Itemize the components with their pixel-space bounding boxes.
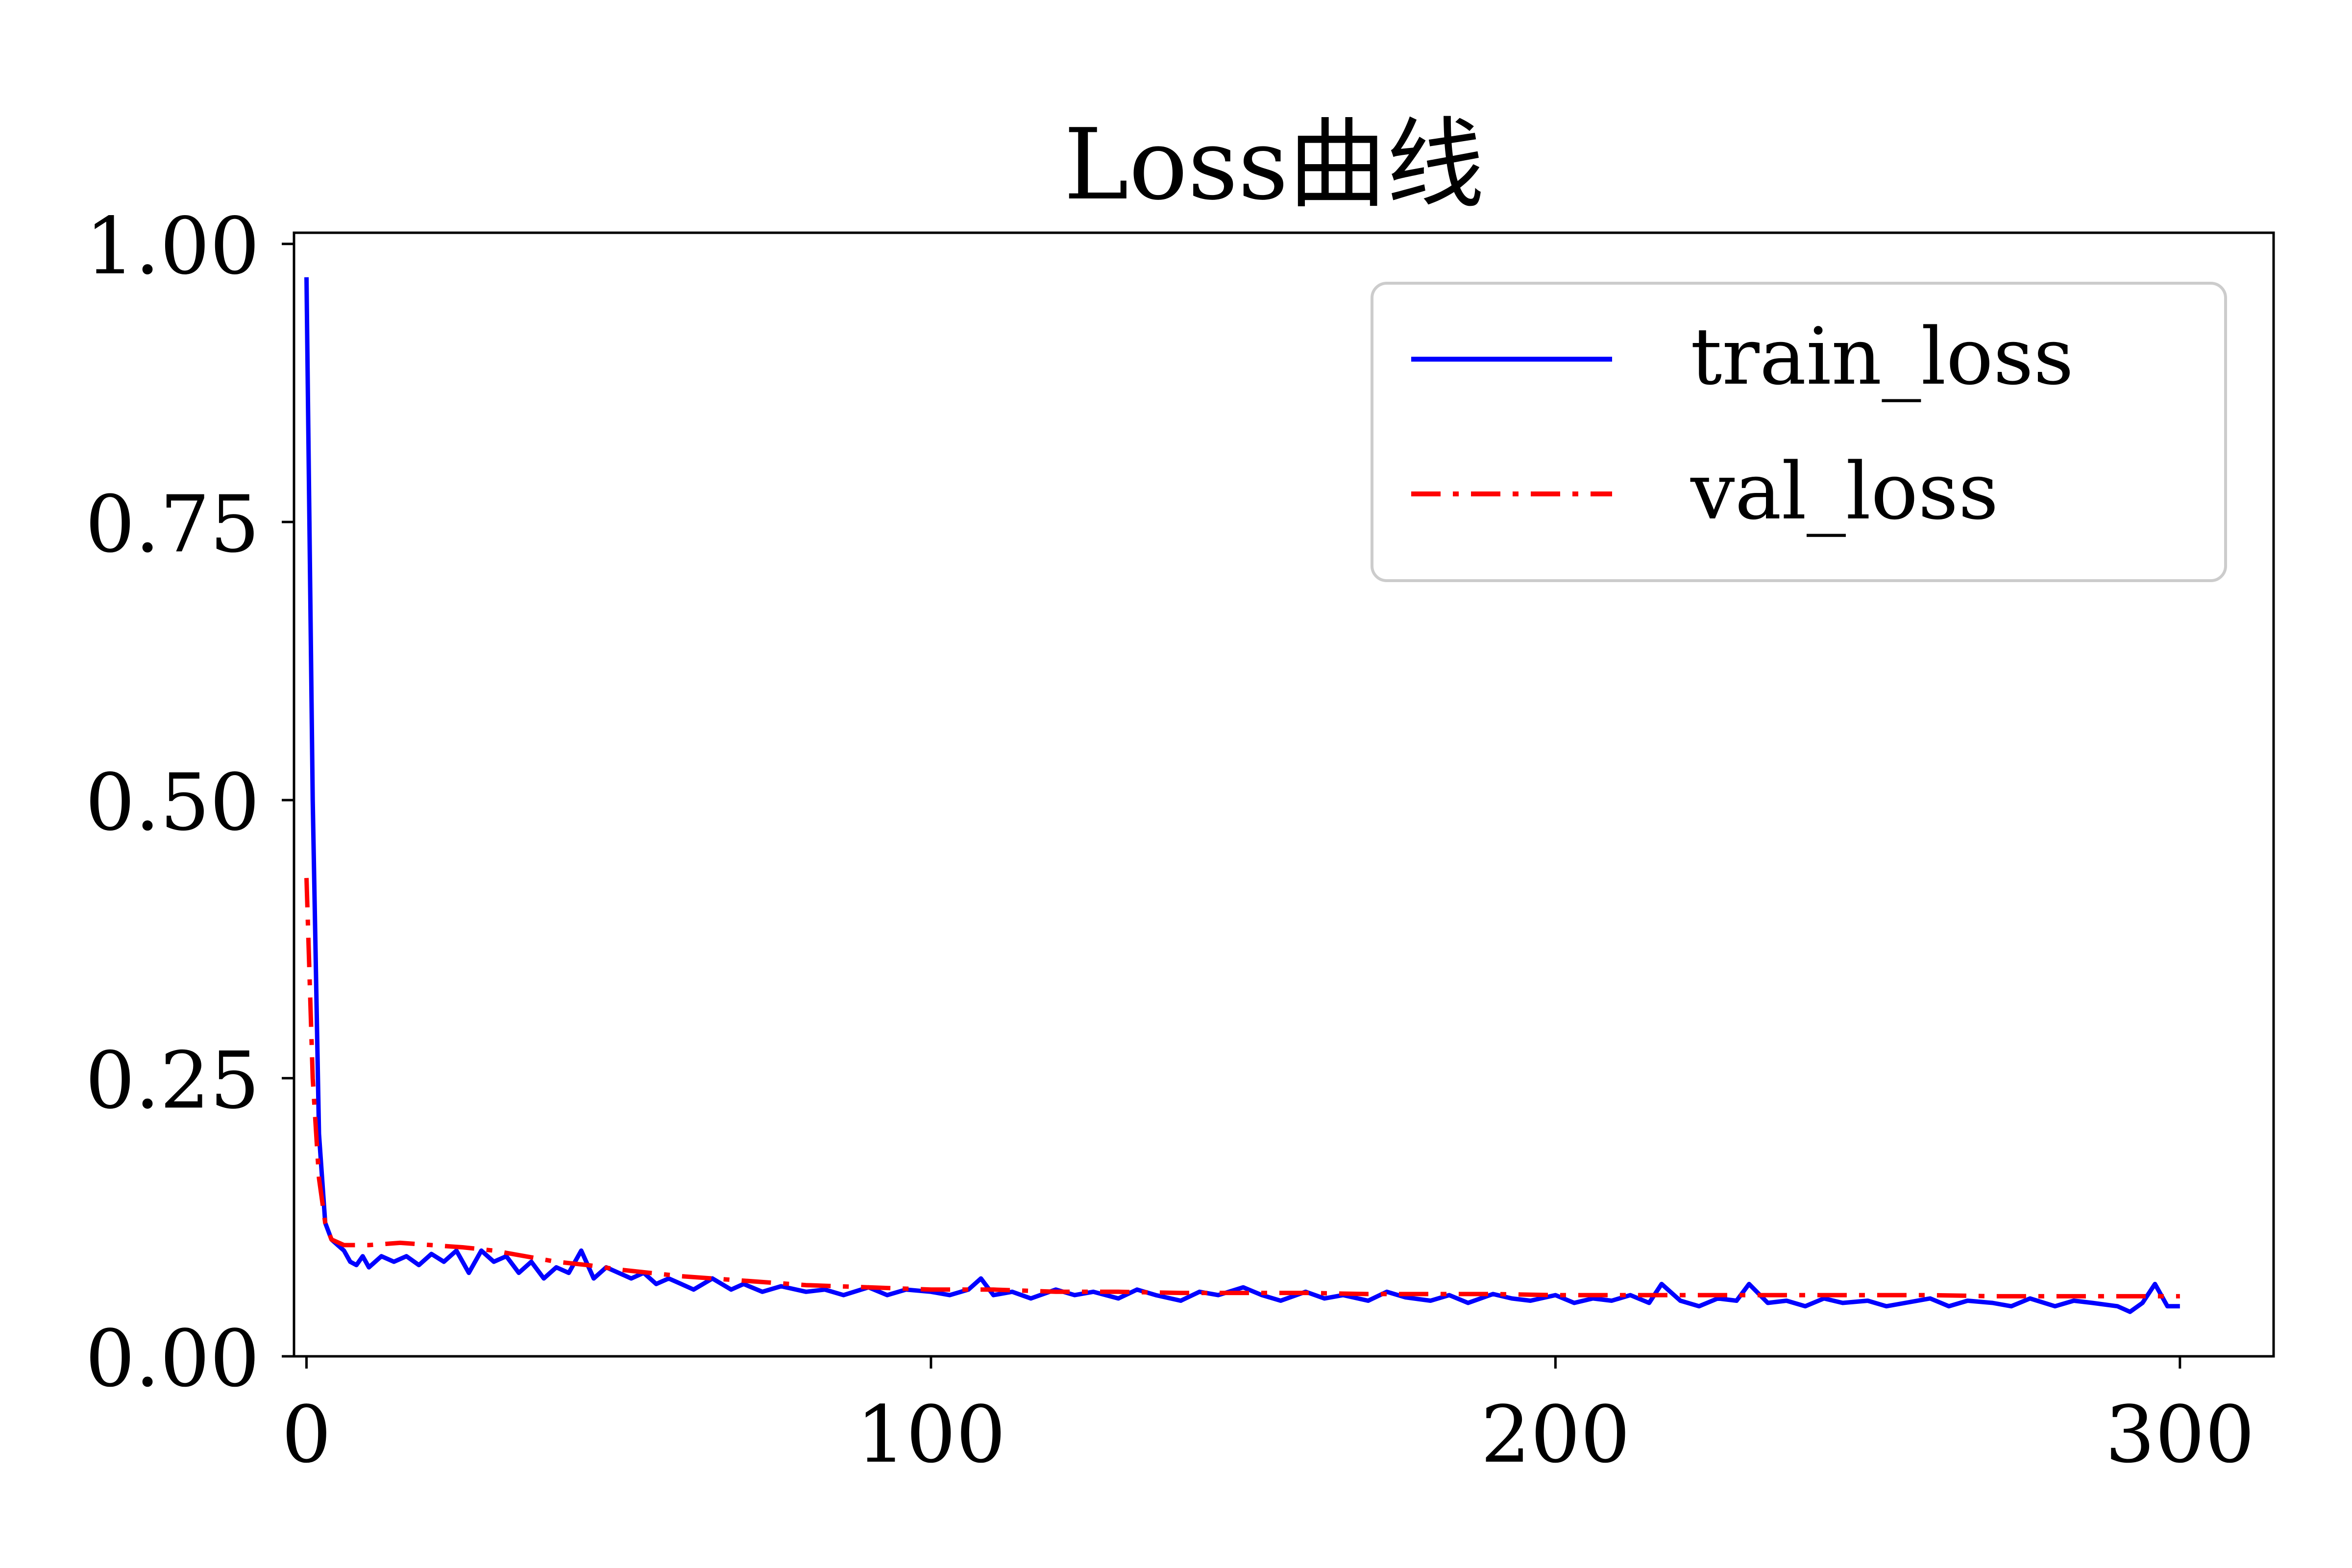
chart-title: Loss曲线 [1064, 108, 1485, 222]
y-tick-label: 0.50 [85, 757, 260, 848]
x-tick-label: 100 [856, 1389, 1005, 1480]
legend: train_loss val_loss [1371, 282, 2227, 582]
series-layer [304, 277, 2180, 1314]
y-tick-label: 1.00 [85, 200, 260, 292]
y-axis: 0.00 0.25 0.50 0.75 1.00 [85, 200, 294, 1404]
legend-val-label: val_loss [1690, 445, 1999, 537]
x-tick-label: 0 [282, 1389, 332, 1480]
plot-area [304, 277, 2180, 1314]
x-tick-label: 200 [1481, 1389, 1630, 1480]
y-tick-label: 0.75 [85, 478, 260, 570]
series-line-val-loss [304, 878, 2180, 1298]
y-tick-label: 0.00 [85, 1313, 260, 1404]
x-tick-label: 300 [2105, 1389, 2254, 1480]
x-axis: 0 100 200 300 [282, 1356, 2255, 1480]
y-tick-label: 0.25 [85, 1034, 260, 1126]
legend-train-label: train_loss [1690, 311, 2074, 402]
axes-frame [293, 231, 2275, 1358]
